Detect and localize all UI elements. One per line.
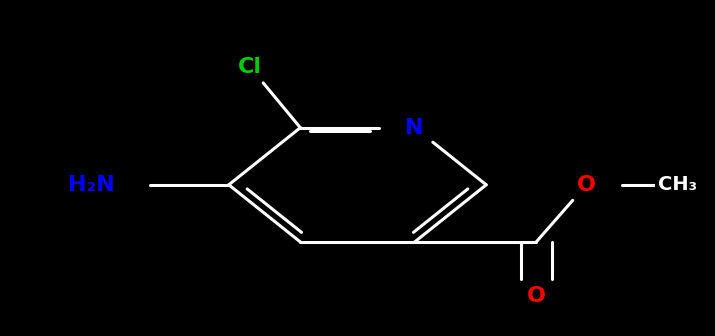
Text: O: O	[577, 175, 596, 195]
Text: N: N	[405, 118, 424, 138]
Text: CH₃: CH₃	[658, 175, 697, 194]
Text: Cl: Cl	[238, 57, 262, 77]
Text: O: O	[527, 286, 546, 306]
Text: H₂N: H₂N	[68, 175, 114, 195]
